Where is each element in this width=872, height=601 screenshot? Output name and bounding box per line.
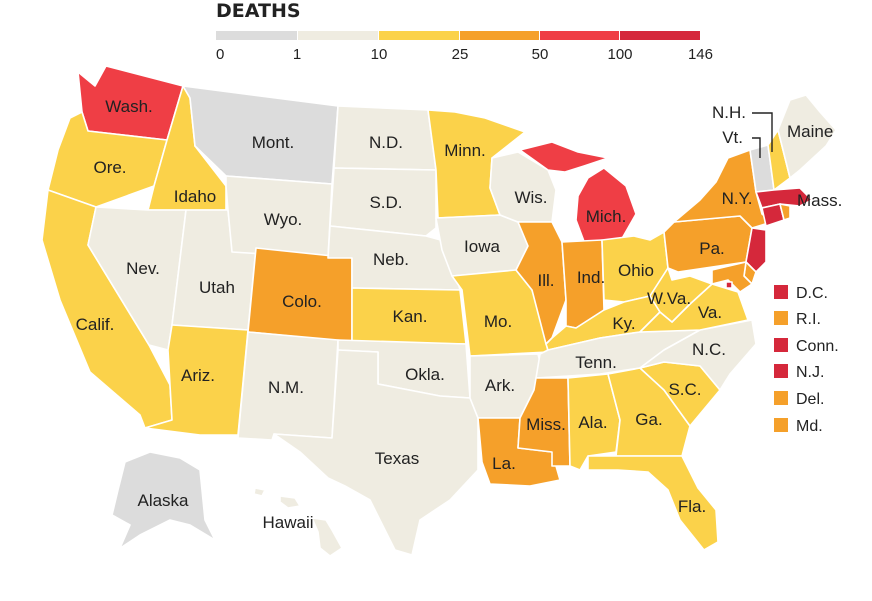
label-indiana: Ind. — [577, 268, 605, 287]
legend-bin-1 — [298, 31, 378, 40]
small-state-label-ri: R.I. — [796, 311, 821, 328]
label-nebraska: Neb. — [373, 250, 409, 269]
legend-tick-1: 1 — [293, 46, 301, 63]
label-illinois: Ill. — [538, 271, 555, 290]
label-colorado: Colo. — [282, 292, 322, 311]
state-north-carolina[interactable] — [639, 319, 757, 391]
label-alabama: Ala. — [578, 413, 607, 432]
label-ohio: Ohio — [618, 261, 654, 280]
label-oklahoma: Okla. — [405, 365, 445, 384]
label-wisconsin: Wis. — [514, 188, 547, 207]
label-florida: Fla. — [678, 497, 706, 516]
small-state-label-md: Md. — [796, 418, 823, 435]
small-state-label-de: Del. — [796, 391, 824, 408]
label-missouri: Mo. — [484, 312, 512, 331]
state-dc[interactable] — [725, 281, 733, 289]
label-vermont: Vt. — [722, 128, 743, 147]
label-idaho: Idaho — [174, 187, 217, 206]
label-texas: Texas — [375, 449, 419, 468]
label-new-mexico: N.M. — [268, 378, 304, 397]
state-hawaii[interactable] — [253, 487, 343, 557]
label-montana: Mont. — [252, 133, 295, 152]
legend-tick-5: 100 — [607, 46, 632, 63]
state-south-dakota[interactable] — [329, 167, 437, 237]
label-wyoming: Wyo. — [264, 210, 303, 229]
label-georgia: Ga. — [635, 410, 662, 429]
state-massachusetts[interactable] — [755, 187, 813, 209]
label-new-york: N.Y. — [722, 189, 753, 208]
label-west-virginia: W.Va. — [647, 289, 691, 308]
label-mississippi: Miss. — [526, 415, 566, 434]
legend-tick-2: 10 — [371, 46, 388, 63]
label-louisiana: La. — [492, 454, 516, 473]
small-state-label-nj: N.J. — [796, 364, 824, 381]
leader-vt — [752, 137, 761, 158]
state-florida[interactable] — [587, 455, 719, 551]
legend-tick-0: 0 — [216, 46, 224, 63]
state-labels: Wash. Ore. Calif. Idaho Nev. Utah Ariz. … — [76, 97, 843, 532]
small-state-label-dc: D.C. — [796, 285, 828, 302]
legend-bin-4 — [540, 31, 619, 40]
label-north-dakota: N.D. — [369, 133, 403, 152]
small-state-swatch-dc — [774, 285, 788, 299]
label-tennessee: Tenn. — [575, 353, 617, 372]
label-oregon: Ore. — [93, 158, 126, 177]
legend-bin-0 — [216, 31, 297, 40]
label-virginia: Va. — [698, 303, 722, 322]
label-kentucky: Ky. — [612, 314, 635, 333]
legend-bin-2 — [379, 31, 459, 40]
label-kansas: Kan. — [393, 307, 428, 326]
leader-nh — [752, 112, 773, 152]
label-arizona: Ariz. — [181, 366, 215, 385]
label-new-hampshire: N.H. — [712, 103, 746, 122]
legend-title: DEATHS — [216, 0, 301, 22]
label-iowa: Iowa — [464, 237, 500, 256]
label-hawaii: Hawaii — [262, 513, 313, 532]
label-arkansas: Ark. — [485, 376, 515, 395]
legend-bin-5 — [620, 31, 700, 40]
label-south-carolina: S.C. — [668, 380, 701, 399]
state-maryland[interactable] — [711, 261, 753, 293]
legend-tick-3: 25 — [452, 46, 469, 63]
legend-tick-6: 146 — [688, 46, 713, 63]
label-north-carolina: N.C. — [692, 340, 726, 359]
small-state-swatch-ct — [774, 338, 788, 352]
label-michigan: Mich. — [586, 207, 627, 226]
small-state-swatch-ri — [774, 311, 788, 325]
legend-tick-4: 50 — [532, 46, 549, 63]
state-maine[interactable] — [777, 94, 837, 179]
legend: DEATHS 0 1 10 25 50 100 146 — [216, 0, 713, 63]
small-state-label-ct: Conn. — [796, 338, 839, 355]
label-massachusetts: Mass. — [797, 191, 842, 210]
label-maine: Maine — [787, 122, 833, 141]
state-texas[interactable] — [273, 349, 479, 556]
label-nevada: Nev. — [126, 259, 160, 278]
state-rhode-island[interactable] — [779, 203, 791, 221]
small-states-key: D.C. R.I. Conn. N.J. Del. Md. — [774, 285, 839, 435]
label-california: Calif. — [76, 315, 115, 334]
states-layer — [41, 65, 837, 571]
label-washington: Wash. — [105, 97, 153, 116]
label-alaska: Alaska — [137, 491, 189, 510]
leader-lines — [752, 112, 773, 158]
state-wyoming[interactable] — [225, 175, 333, 259]
label-south-dakota: S.D. — [369, 193, 402, 212]
small-state-swatch-de — [774, 391, 788, 405]
label-minnesota: Minn. — [444, 141, 486, 160]
state-new-jersey[interactable] — [745, 227, 767, 273]
label-utah: Utah — [199, 278, 235, 297]
label-pennsylvania: Pa. — [699, 239, 725, 258]
small-state-swatch-nj — [774, 364, 788, 378]
legend-bin-3 — [460, 31, 539, 40]
state-alaska[interactable] — [94, 451, 216, 571]
small-state-swatch-md — [774, 418, 788, 432]
